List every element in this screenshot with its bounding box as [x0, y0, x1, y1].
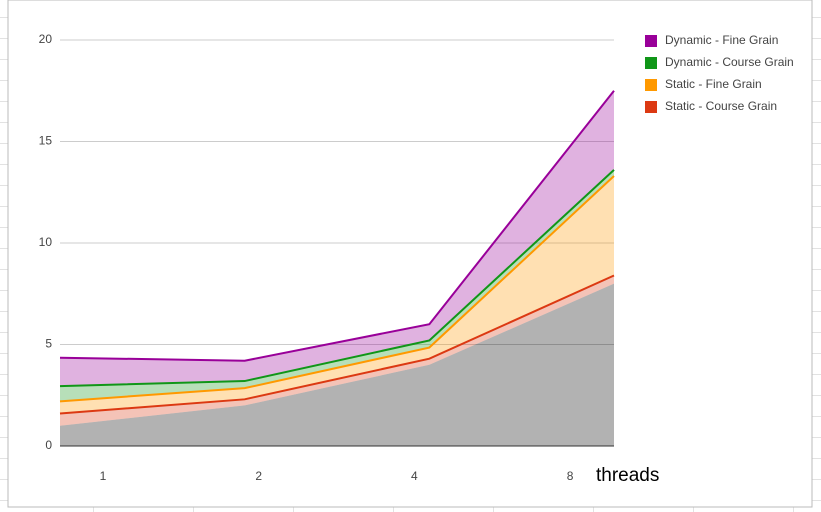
area — [60, 176, 614, 414]
legend-label: Static - Fine Grain — [665, 77, 762, 91]
legend-swatch — [645, 35, 657, 47]
area — [60, 275, 614, 426]
x-tick-label: 1 — [100, 469, 107, 483]
annotation: threads — [596, 465, 659, 486]
legend-label: Dynamic - Fine Grain — [665, 33, 778, 47]
line — [59, 169, 615, 388]
legend-swatch — [645, 101, 657, 113]
area — [60, 283, 614, 446]
legend-swatch — [645, 79, 657, 91]
y-tick-label: 15 — [39, 134, 53, 148]
legend-swatch — [645, 57, 657, 69]
y-tick-label: 10 — [39, 235, 53, 249]
y-tick-label: 0 — [45, 438, 52, 452]
chart-frame — [7, 0, 813, 508]
line — [59, 90, 615, 362]
area — [60, 90, 614, 387]
x-tick-label: 4 — [411, 469, 418, 483]
x-tick-label: 2 — [255, 469, 262, 483]
x-tick-label: 8 — [567, 469, 574, 483]
y-tick-label: 20 — [39, 32, 53, 46]
legend-label: Static - Course Grain — [665, 99, 777, 113]
legend-label: Dynamic - Course Grain — [665, 55, 794, 69]
y-tick-label: 5 — [45, 337, 52, 351]
line — [59, 175, 615, 403]
line — [59, 274, 615, 415]
